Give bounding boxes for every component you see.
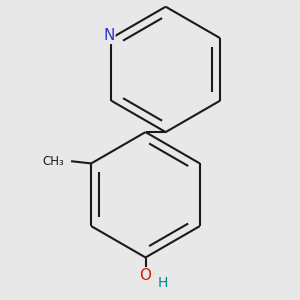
Text: N: N bbox=[103, 28, 115, 43]
Text: CH₃: CH₃ bbox=[43, 155, 64, 168]
Text: H: H bbox=[157, 276, 168, 290]
Text: O: O bbox=[140, 268, 152, 283]
